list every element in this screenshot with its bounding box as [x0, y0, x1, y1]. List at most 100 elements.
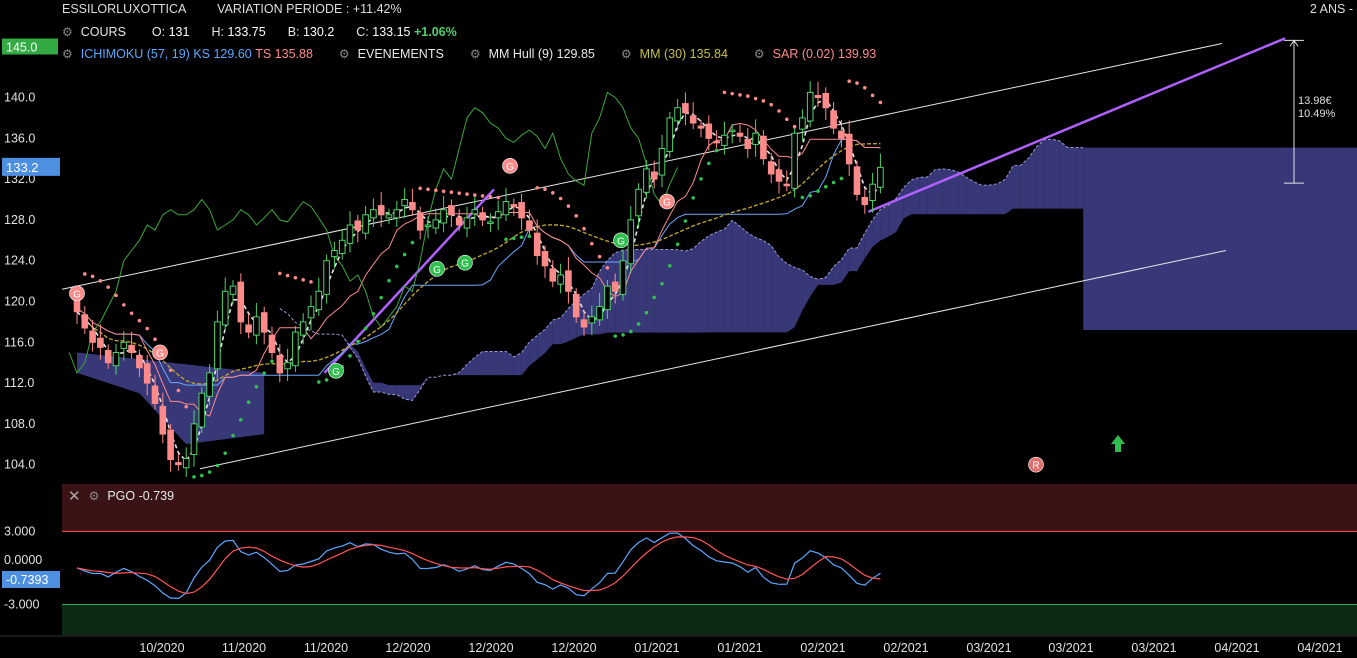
candle-body [650, 171, 658, 180]
candle-body [167, 429, 174, 461]
cloud-segment [467, 357, 475, 376]
cloud-segment [412, 385, 421, 401]
indicator-row: ⚙ ICHIMOKU (57, 19) KS 129.60 TS 135.88 … [62, 47, 902, 61]
sar-dot [270, 359, 274, 364]
candle-body [611, 281, 619, 292]
sar-dot [324, 378, 329, 382]
sar-dot [636, 322, 641, 326]
cloud-segment [833, 259, 842, 285]
candle-body [424, 224, 432, 227]
cloud-segment [919, 177, 928, 215]
candle-body [253, 316, 260, 336]
close-icon[interactable]: ✕ [68, 487, 81, 505]
sar-dot [824, 184, 828, 189]
time-tick: 11/2020 [222, 641, 266, 655]
cloud-segment [669, 249, 678, 333]
gear-icon[interactable]: ⚙ [338, 47, 350, 61]
time-tick: 10/2020 [139, 641, 184, 655]
event-marker [429, 261, 445, 277]
gear-icon[interactable]: ⚙ [62, 47, 73, 61]
candle-body [393, 209, 401, 219]
sar-dot [496, 195, 501, 200]
time-tick: 12/2020 [551, 641, 596, 655]
sar-dot [176, 388, 181, 393]
mm-label[interactable]: MM (30) [639, 47, 687, 61]
sar-dot [839, 176, 844, 181]
sar-dot [660, 281, 664, 286]
sar-dot [855, 81, 859, 85]
event-marker [659, 193, 675, 210]
cloud-segment [732, 220, 740, 333]
candle-body [596, 306, 603, 321]
time-tick: 01/2021 [717, 641, 762, 655]
candle-body [370, 209, 377, 219]
gear-icon[interactable]: ⚙ [620, 47, 632, 61]
candle-body [346, 224, 354, 244]
sar-dot [371, 311, 376, 316]
trend-line [867, 37, 1286, 213]
cloud-segment [662, 249, 670, 333]
candle-body [315, 290, 323, 311]
measure-arrow [1289, 39, 1299, 47]
mm-value: 135.84 [689, 47, 728, 61]
sar-dot [847, 79, 851, 83]
gear-icon[interactable]: ⚙ [469, 47, 481, 61]
gear-icon[interactable]: ⚙ [62, 25, 73, 39]
candle-body [838, 130, 845, 139]
sar-dot [426, 187, 430, 192]
cloud-segment [529, 335, 538, 366]
sar-dot [153, 337, 157, 342]
sar-dot [800, 195, 805, 200]
cloud-segment [849, 247, 857, 272]
time-tick: 12/2020 [468, 641, 513, 655]
price-tick: 108.0 [4, 417, 35, 431]
instrument-name: ESSILORLUXOTTICA [62, 2, 186, 16]
pgo-tick: 3.000 [4, 524, 35, 538]
sar-dot [621, 333, 625, 337]
cloud-segment [974, 181, 982, 215]
cloud-segment [560, 308, 569, 345]
ichimoku-label[interactable]: ICHIMOKU (57, 19) [80, 47, 190, 61]
cloud-segment [997, 179, 1006, 215]
candle-body [627, 219, 635, 265]
cloud-segment [740, 226, 748, 333]
cloud-segment [708, 232, 717, 333]
candle-body [502, 201, 510, 216]
candle-body [112, 351, 120, 367]
gear-icon[interactable]: ⚙ [88, 488, 100, 503]
sar-dot [114, 293, 118, 298]
candle-body [853, 166, 861, 195]
cloud-segment [716, 229, 725, 333]
high-label: H: [211, 25, 224, 39]
candle-body [401, 198, 408, 207]
sar-label[interactable]: SAR (0.02) [772, 47, 835, 61]
sar-dot [722, 90, 727, 95]
sar-dot [769, 102, 773, 107]
candle-body [728, 129, 736, 133]
events-label[interactable]: EVENEMENTS [357, 47, 444, 61]
sar-dot [870, 93, 875, 98]
candle-body [541, 251, 549, 267]
tenkan-line [76, 122, 881, 417]
event-marker-label: G [73, 289, 81, 300]
candle-body [299, 321, 307, 336]
candle-body [643, 168, 650, 193]
candle-body [198, 392, 206, 428]
candle-body [432, 219, 440, 229]
pgo-overbought-zone [62, 507, 1357, 532]
cloud-segment [584, 288, 592, 335]
cloud-segment [1052, 139, 1060, 209]
hull-label[interactable]: MM Hull (9) [488, 47, 554, 61]
sar-dot [83, 272, 87, 276]
sar-dot [644, 310, 649, 315]
cloud-segment [1067, 147, 1076, 209]
candle-body [362, 214, 369, 234]
cloud-segment [552, 317, 561, 345]
sar-dots [83, 79, 883, 479]
gear-icon[interactable]: ⚙ [753, 47, 765, 61]
candle-body [323, 260, 330, 295]
variation-label: VARIATION PERIODE : [217, 2, 350, 16]
period-selector[interactable]: 2 ANS - [1309, 2, 1353, 16]
time-tick: 04/2021 [1214, 641, 1259, 655]
sar-dot [613, 334, 617, 338]
